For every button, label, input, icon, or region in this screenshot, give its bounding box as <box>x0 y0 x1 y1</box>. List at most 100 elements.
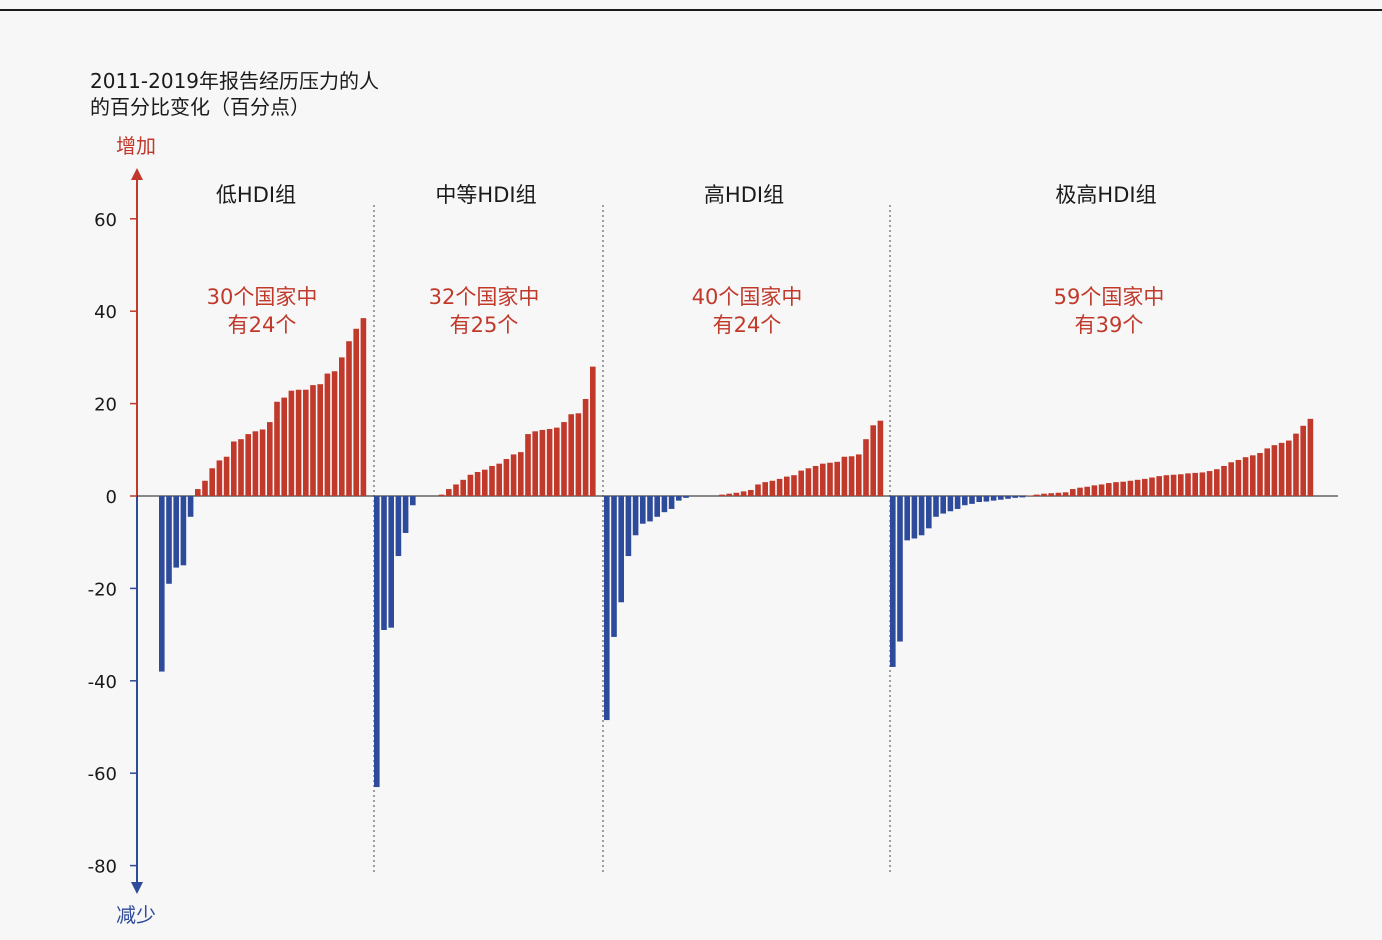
y-tick-label: -60 <box>88 764 117 785</box>
bar <box>1034 494 1040 496</box>
bar <box>489 465 495 496</box>
bar <box>897 496 903 642</box>
y-tick-label: 20 <box>94 395 117 416</box>
bar <box>482 469 488 496</box>
bar <box>180 496 187 566</box>
bar <box>1163 475 1170 496</box>
bar <box>1062 492 1069 496</box>
bar <box>202 480 208 496</box>
bar <box>784 476 790 496</box>
bar <box>166 496 172 584</box>
bar <box>798 470 804 496</box>
bar <box>733 492 740 496</box>
bar <box>812 465 819 496</box>
bar <box>582 398 589 496</box>
bar <box>539 429 546 496</box>
bar <box>1055 492 1062 496</box>
bar <box>611 496 617 637</box>
bar <box>532 431 538 496</box>
bar <box>625 496 632 557</box>
bar <box>1178 474 1184 496</box>
bar <box>288 390 295 496</box>
bar <box>209 468 215 496</box>
bar <box>310 385 316 496</box>
bar <box>769 480 776 496</box>
bar <box>231 441 237 496</box>
bar <box>990 496 997 501</box>
bar <box>374 496 380 788</box>
bar <box>748 489 754 496</box>
bar <box>245 434 251 496</box>
bar <box>983 496 990 502</box>
bar <box>460 479 466 496</box>
bar <box>1307 418 1314 496</box>
bar <box>346 341 352 496</box>
group-annotation-line2: 有24个 <box>228 313 297 337</box>
bar <box>827 462 833 496</box>
bar <box>676 496 682 501</box>
bar <box>632 496 639 536</box>
bar <box>259 429 266 496</box>
bar <box>467 474 474 496</box>
bar <box>805 468 812 496</box>
group-annotation-line1: 30个国家中 <box>207 285 318 309</box>
bar <box>683 496 689 498</box>
bar <box>395 496 402 557</box>
bar <box>568 414 574 496</box>
bar <box>870 425 876 496</box>
bar <box>640 496 646 524</box>
y-tick-label: 0 <box>106 487 117 508</box>
bar <box>1070 489 1076 496</box>
group-header: 中等HDI组 <box>435 183 536 207</box>
bar <box>438 494 445 496</box>
bar <box>1257 453 1263 496</box>
bar <box>274 401 280 496</box>
bar <box>1293 433 1299 496</box>
bar <box>947 496 954 512</box>
bar <box>654 496 660 517</box>
bar <box>561 422 567 496</box>
bar <box>926 496 932 529</box>
bar <box>295 389 302 496</box>
group-annotation-line2: 有24个 <box>713 313 782 337</box>
group-annotation-line2: 有39个 <box>1075 313 1144 337</box>
bar <box>618 496 624 603</box>
bar <box>496 463 502 496</box>
bar <box>962 496 968 506</box>
y-axis-title-line: 的百分比变化（百分点） <box>90 95 310 119</box>
bar <box>1250 455 1256 496</box>
bar <box>360 318 367 496</box>
increase-label: 增加 <box>116 134 156 158</box>
bar <box>911 496 918 539</box>
bar <box>238 439 244 496</box>
y-tick-label: -20 <box>88 579 117 600</box>
group-annotation-line2: 有25个 <box>450 313 519 337</box>
bar <box>503 459 510 496</box>
y-tick-label: -80 <box>88 857 117 878</box>
bar <box>841 456 848 496</box>
bar <box>554 427 560 496</box>
group-header: 极高HDI组 <box>1055 183 1156 207</box>
bar <box>339 357 345 496</box>
bar <box>954 496 961 509</box>
y-tick-label: 40 <box>94 302 117 323</box>
bar <box>410 496 416 506</box>
bar <box>1235 459 1242 496</box>
bar <box>446 489 452 496</box>
y-tick-label: 60 <box>94 210 117 231</box>
bar <box>1012 496 1018 498</box>
bar <box>510 454 517 496</box>
bar <box>546 429 553 496</box>
bar <box>388 496 394 628</box>
bar <box>324 373 331 496</box>
bar <box>1170 474 1177 496</box>
bar <box>303 389 309 496</box>
bar <box>1127 480 1134 496</box>
bar <box>719 494 725 496</box>
bar <box>791 475 797 496</box>
bar <box>159 496 165 672</box>
bar <box>1005 496 1011 499</box>
bar <box>890 496 896 667</box>
